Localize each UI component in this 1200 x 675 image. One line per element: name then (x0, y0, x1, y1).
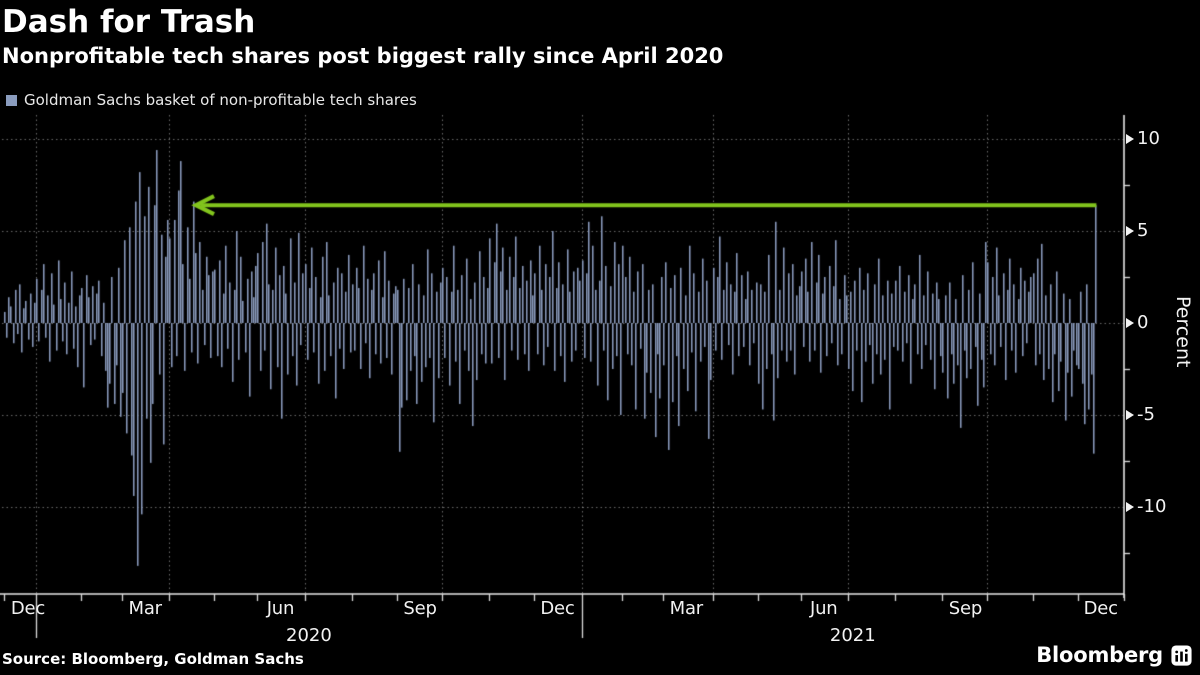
y-axis-tick-label: 5 (1126, 222, 1148, 240)
x-axis-year-label: 2020 (286, 625, 332, 646)
x-axis-month-label: Jun (809, 598, 838, 619)
y-tick-arrow-icon (1126, 410, 1134, 420)
y-tick-arrow-icon (1126, 318, 1134, 328)
x-axis-year-label: 2021 (829, 625, 876, 646)
source-note: Source: Bloomberg, Goldman Sachs (2, 650, 304, 668)
y-tick-arrow-icon (1126, 502, 1134, 512)
y-axis-tick-label: 10 (1126, 130, 1160, 148)
bloomberg-logo: Bloomberg (1036, 643, 1192, 667)
x-axis-month-label: Jun (266, 598, 295, 619)
y-tick-arrow-icon (1126, 226, 1134, 236)
y-axis-tick-label: -5 (1126, 406, 1155, 424)
bloomberg-logo-text: Bloomberg (1036, 643, 1163, 667)
y-axis-tick-label: -10 (1126, 498, 1166, 516)
y-axis-tick-label: 0 (1126, 314, 1148, 332)
y-tick-arrow-icon (1126, 134, 1134, 144)
x-axis-month-label: Dec (540, 598, 575, 619)
x-axis-month-label: Mar (669, 598, 704, 619)
x-axis-month-label: Sep (403, 598, 437, 619)
x-axis-month-label: Dec (10, 598, 46, 619)
y-axis-title: Percent (1172, 296, 1194, 368)
bloomberg-chart-icon (1171, 644, 1192, 666)
x-axis-month-label: Mar (128, 598, 163, 619)
x-axis-month-label: Sep (948, 598, 983, 619)
x-axis-month-label: Dec (1083, 598, 1118, 619)
